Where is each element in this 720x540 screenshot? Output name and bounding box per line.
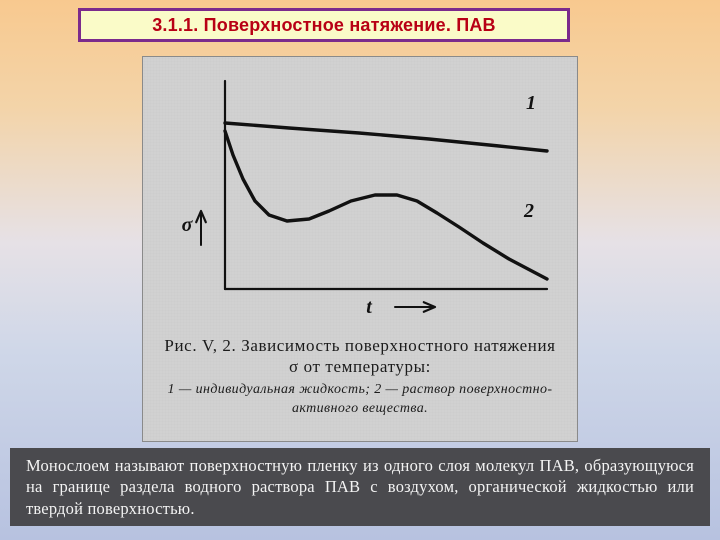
figure-panel: σ t 1 2 Рис. V, 2. Зависимость поверхностно… xyxy=(142,56,578,442)
figure-inner: σ t 1 2 Рис. V, 2. Зависимость поверхностно… xyxy=(143,57,577,441)
svg-text:t: t xyxy=(366,296,373,318)
chart-series-group xyxy=(225,123,547,279)
definition-box: Монослоем называют поверхностную пленку … xyxy=(10,448,710,526)
chart-labels-group: σ t 1 2 xyxy=(182,92,536,318)
title-box: 3.1.1. Поверхностное натяжение. ПАВ xyxy=(78,8,570,42)
figure-legend: 1 — индивидуальная жидкость; 2 — раствор… xyxy=(155,381,565,419)
page-title: 3.1.1. Поверхностное натяжение. ПАВ xyxy=(152,15,496,36)
chart-svg: σ t 1 2 xyxy=(169,75,553,323)
svg-text:1: 1 xyxy=(526,92,536,114)
definition-text: Монослоем называют поверхностную пленку … xyxy=(26,455,694,518)
svg-text:σ: σ xyxy=(182,214,194,236)
svg-text:2: 2 xyxy=(523,200,534,222)
figure-caption: Рис. V, 2. Зависимость поверхностного на… xyxy=(161,335,559,378)
slide: 3.1.1. Поверхностное натяжение. ПАВ σ t 1 2… xyxy=(0,0,720,540)
